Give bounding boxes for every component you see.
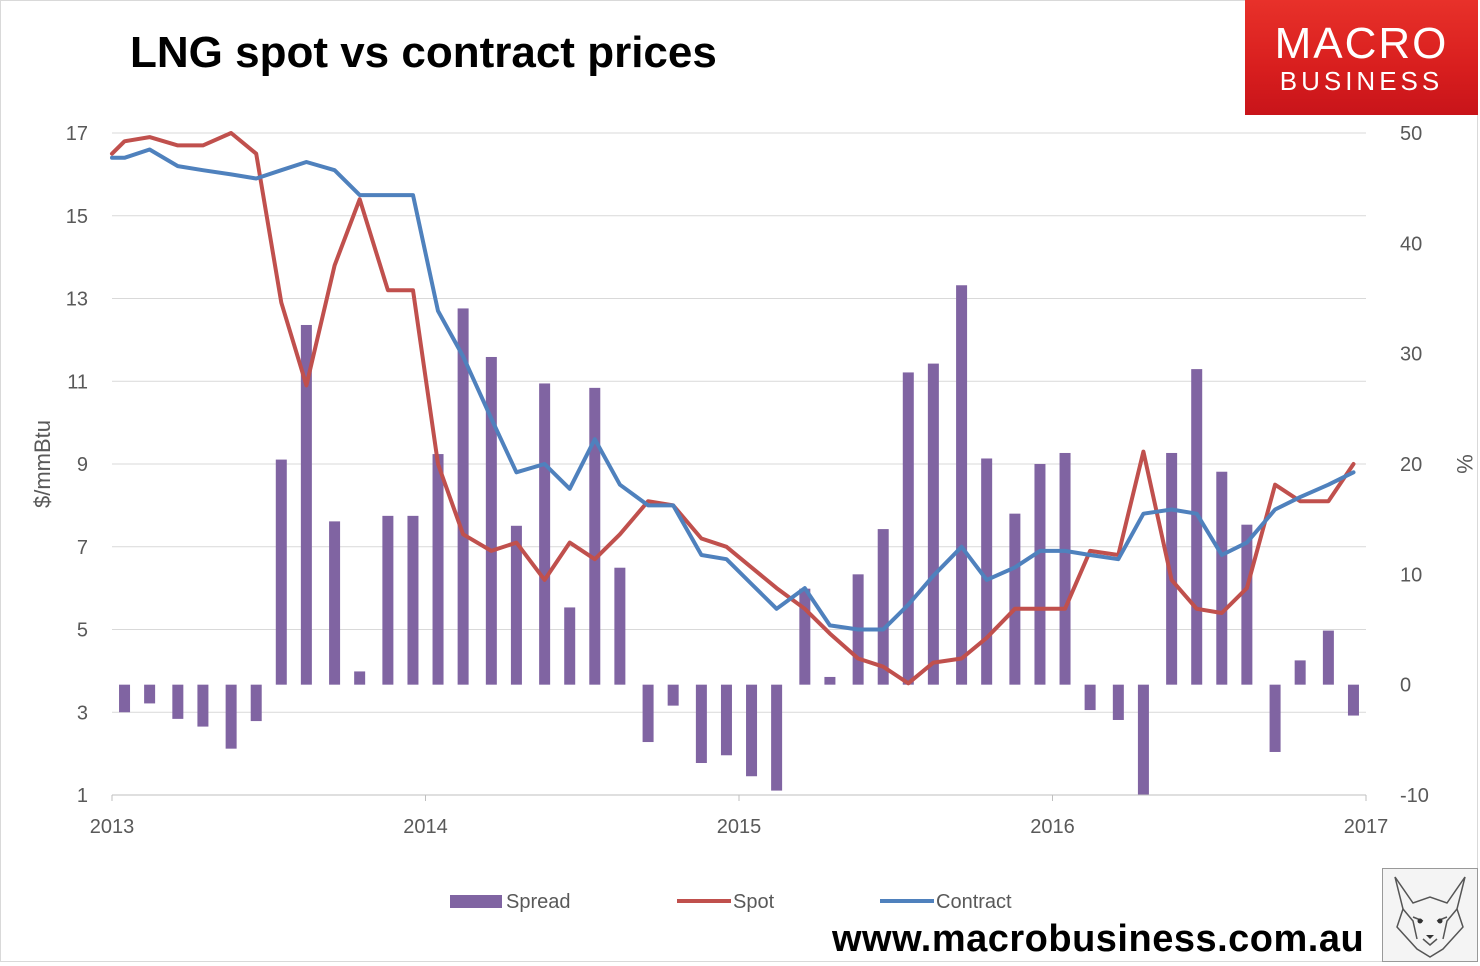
spread-bar [407,515,419,685]
spread-bar [457,308,469,685]
fox-logo-icon [1382,868,1478,962]
y-left-tick-label: 7 [77,537,88,559]
spread-bar [1191,369,1203,685]
spread-bar [564,607,576,685]
gridlines [112,132,1366,796]
spread-bar [614,567,626,685]
spread-bar [956,285,968,685]
spread-bar [225,684,237,749]
spread-bar [354,671,366,685]
spread-bar [1241,524,1253,685]
spread-bar [902,372,914,685]
spread-bar [589,387,601,685]
y-right-tick-label: -10 [1400,785,1429,807]
spread-bar [382,515,394,685]
chart-title: LNG spot vs contract prices [130,28,717,77]
spread-bar [771,684,783,791]
spread-bar [144,684,156,704]
y-right-tick-label: 30 [1400,344,1422,366]
brand-logo: MACRO BUSINESS [1245,0,1478,115]
y-left-tick-label: 15 [66,206,88,228]
spread-bar [1347,684,1359,716]
y-left-tick-label: 17 [66,123,88,145]
spread-bar [172,684,184,719]
spread-bars [119,285,1359,795]
y-left-tick-label: 11 [67,371,88,393]
legend: Spread Spot Contract [450,891,1012,913]
spread-bar [695,684,707,764]
x-tick-label: 2013 [90,816,135,838]
spread-bar [1112,684,1124,720]
spread-bar [1009,513,1021,685]
spread-bar [329,521,341,685]
contract-line [110,147,1356,632]
spread-bar [197,684,209,727]
spread-bar [642,684,654,743]
spread-bar [1059,452,1071,685]
x-tick-label: 2014 [403,816,448,838]
x-tick-label: 2016 [1030,816,1075,838]
y-left-tick-label: 3 [77,702,88,724]
spread-bar [824,676,836,685]
x-tick-label: 2017 [1344,816,1389,838]
y-right-tick-label: 50 [1400,123,1422,145]
spread-bar [1034,464,1046,685]
spread-bar [927,363,939,685]
spread-bar [1216,471,1228,685]
logo-line-2: BUSINESS [1279,66,1444,96]
spread-bar [1322,630,1334,685]
y-left-tick-label: 1 [77,785,88,807]
spread-bar [1269,684,1281,752]
spread-bar [667,684,679,706]
y-right-tick-label: 20 [1400,454,1422,476]
spread-bar [1084,684,1096,711]
y-left-tick-label: 13 [66,289,88,311]
y-right-tick-label: 10 [1400,564,1422,586]
spread-bar [1294,660,1306,685]
legend-swatch-spread [450,895,502,908]
y-left-axis-title: $/mmBtu [30,420,55,508]
spread-bar [275,459,287,685]
spread-bar [877,529,889,685]
y-right-tick-label: 40 [1400,233,1422,255]
y-left-tick-label: 9 [77,454,88,476]
legend-label-contract: Contract [936,891,1012,913]
legend-label-spot: Spot [733,891,775,913]
spot-line [110,131,1356,686]
spread-bar [432,454,444,685]
spread-bar [300,324,312,685]
spread-bar [1166,452,1178,685]
spread-bar [981,458,993,685]
series-lines [110,131,1356,686]
y-left-tick-label: 5 [77,620,88,642]
x-tick-label: 2015 [717,816,762,838]
logo-line-1: MACRO [1274,19,1449,68]
spread-bar [485,356,497,685]
spread-bar [510,525,522,685]
y-right-axis-title: % [1452,454,1477,474]
spread-bar [119,684,131,713]
spread-bar [746,684,758,777]
website-url: www.macrobusiness.com.au [832,918,1365,960]
spread-bar [799,588,811,685]
spread-bar [720,684,732,756]
legend-label-spread: Spread [506,891,571,913]
spread-bar [1137,684,1149,795]
y-right-tick-label: 0 [1400,675,1411,697]
spread-bar [539,383,551,685]
spread-bar [250,684,262,722]
